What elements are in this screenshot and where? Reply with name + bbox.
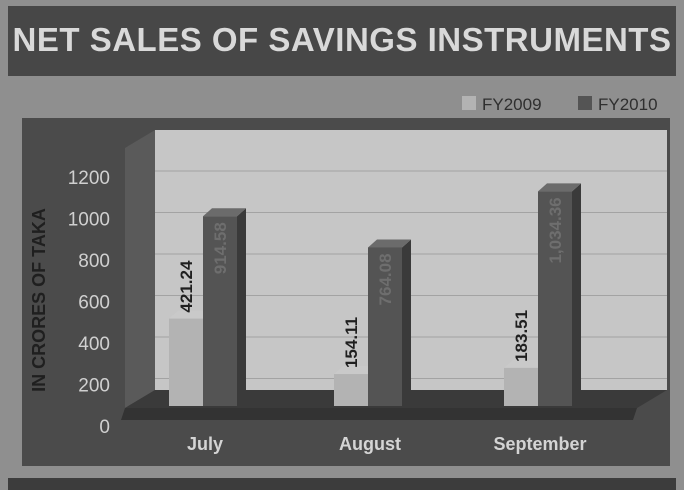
bar-top [334, 366, 377, 375]
y-tick-label: 0 [99, 417, 110, 438]
bar-top [504, 359, 547, 368]
bar-front [169, 318, 203, 406]
legend-label-fy2010: FY2010 [598, 95, 658, 114]
bar-front [504, 367, 538, 406]
x-ticks: July August September [187, 434, 587, 454]
floor-edge [121, 408, 637, 420]
title-band [8, 6, 676, 76]
bar-fy2010-august [368, 239, 411, 406]
bar-front [334, 374, 368, 406]
data-label-fy2009-july: 421.24 [177, 260, 196, 313]
bar-side [402, 239, 411, 406]
data-label-fy2010-july: 914.58 [211, 222, 230, 274]
bar-front [203, 216, 237, 406]
bar-top [538, 183, 581, 192]
bar-fy2010-september [538, 183, 581, 406]
data-label-fy2009-september: 183.51 [512, 310, 531, 362]
bar-top [169, 310, 212, 319]
y-ticks: 0 200 400 600 800 1000 1200 [68, 168, 110, 438]
bar-top [368, 239, 411, 248]
bars [169, 183, 581, 406]
legend-swatch-fy2010 [578, 96, 592, 110]
bar-front [538, 191, 572, 406]
bar-fy2010-july [203, 208, 246, 406]
bar-side [237, 208, 246, 406]
x-tick-label-september: September [493, 434, 586, 454]
y-tick-label: 200 [78, 376, 110, 397]
bar-fy2009-august [334, 366, 377, 406]
data-label-fy2010-september: 1,034.36 [546, 197, 565, 263]
legend-swatch-fy2009 [462, 96, 476, 110]
x-tick-label-july: July [187, 434, 223, 454]
bar-top [203, 208, 246, 217]
bar-front [368, 247, 402, 406]
y-axis-title: IN CRORES OF TAKA [29, 208, 49, 392]
side-wall [125, 130, 155, 408]
y-tick-label: 600 [78, 293, 110, 314]
bar-side [572, 183, 581, 406]
legend: FY2009 FY2010 [462, 95, 658, 114]
x-tick-label-august: August [339, 434, 401, 454]
y-tick-label: 800 [78, 251, 110, 272]
bottom-band [8, 478, 676, 490]
legend-label-fy2009: FY2009 [482, 95, 542, 114]
data-labels: 421.24 914.58 154.11 764.08 183.51 1,034.36 [177, 197, 565, 368]
y-tick-label: 1000 [68, 210, 110, 231]
chart-title: NET SALES OF SAVINGS INSTRUMENTS [13, 21, 672, 58]
y-tick-label: 1200 [68, 168, 110, 189]
data-label-fy2009-august: 154.11 [342, 317, 361, 368]
y-tick-label: 400 [78, 334, 110, 355]
data-label-fy2010-august: 764.08 [376, 253, 395, 305]
